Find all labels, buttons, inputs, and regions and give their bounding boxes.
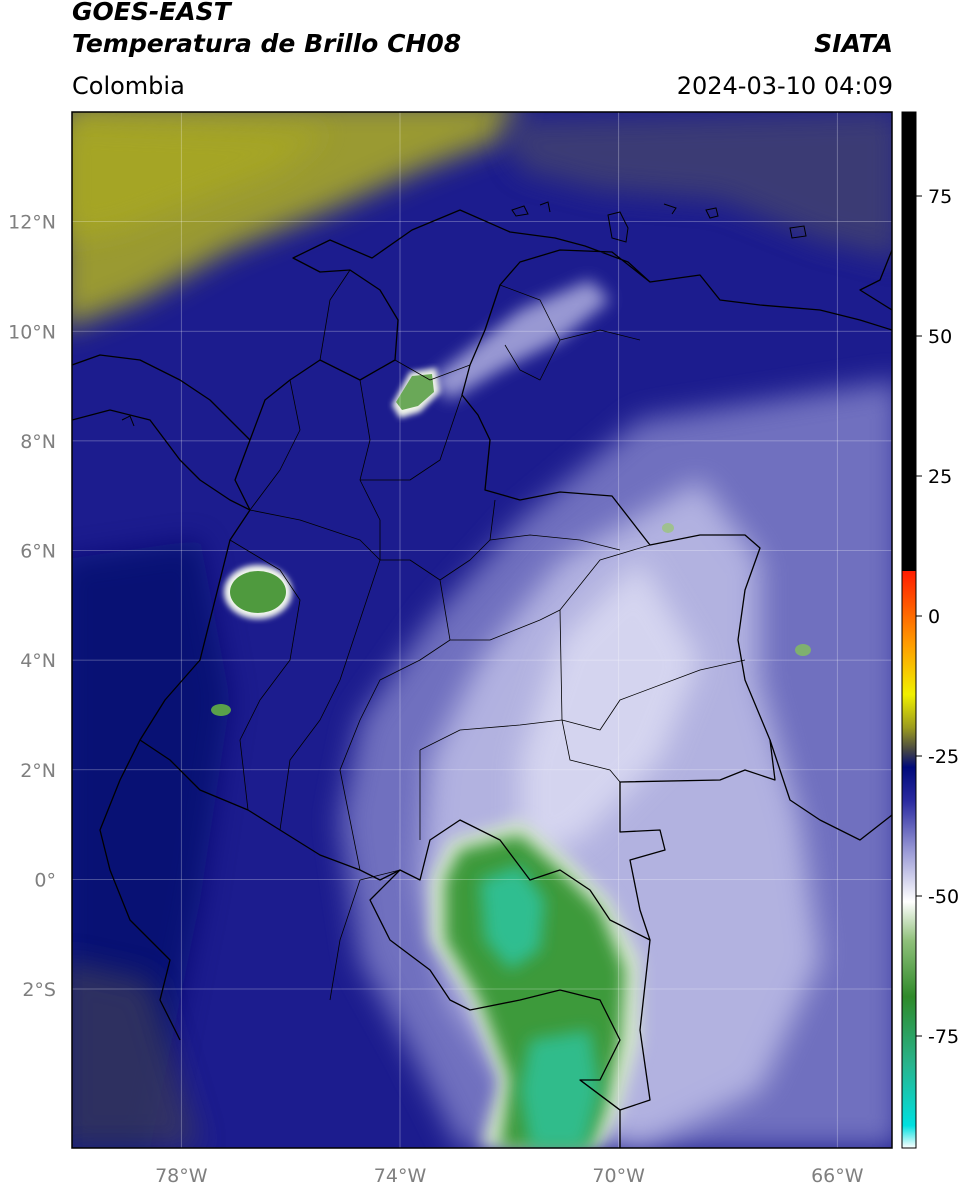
colorbar-tick-label: -25 [928,746,959,768]
political-boundaries [72,209,892,1148]
department-line-5 [439,499,496,581]
brazil-venezuela-border [769,739,892,841]
colorbar-ticks: 75 50 25 0 -25 -50 -75 [916,186,959,1048]
colorbar-tick-label: 50 [928,326,952,348]
panama-land [72,409,251,511]
central-america-coast [72,354,251,441]
axis-ticks: 78°W 74°W 70°W 66°W 12°N 10°N 8°N 6°N 4°N 2°N 0° 2°… [8,212,864,1187]
department-line-11 [561,719,621,783]
organization-label: SIATA [814,29,893,58]
department-line-4 [279,559,381,831]
department-line-9 [419,719,563,751]
lon-tick-label: 74°W [374,1165,427,1187]
amazon-cyan-core [480,865,545,970]
graticule [72,112,892,1148]
lon-tick-label: 66°W [811,1165,864,1187]
region-label: Colombia [72,72,185,100]
island-margarita [789,225,807,239]
colorbar-tick-label: -50 [928,886,959,908]
colorbar-tick-label: -75 [928,1026,959,1048]
colorbar-frame [901,111,917,1149]
department-line-12 [229,539,301,811]
department-line-8 [339,639,451,871]
island-aruba [607,211,629,243]
lat-tick-label: 4°N [20,650,56,672]
colombia-border [139,209,776,941]
lat-tick-label: 12°N [8,212,56,234]
peru-department-line [329,869,401,1001]
lat-tick-label: 6°N [20,541,56,563]
eastern-small-cell-2 [662,523,674,533]
island-small-2 [539,201,551,213]
product-title: Temperatura de Brillo CH08 [72,29,462,58]
department-line-14 [394,359,471,381]
lat-tick-label: 2°S [22,979,56,1001]
pacific-cell [230,571,286,613]
map-frame [71,111,893,1149]
department-line-3 [249,509,441,581]
lat-tick-label: 0° [34,869,56,891]
venezuela-coast [649,274,892,331]
island-small-1 [511,205,529,217]
venezuela-state-line-1 [499,284,561,381]
timestamp-label: 2024-03-10 04:09 [676,72,893,100]
eastern-small-cell [795,644,811,656]
ecuador-border [99,739,181,1041]
department-line-7 [559,609,746,731]
island-small-3 [121,415,135,427]
internal-boundaries [229,269,746,1001]
department-line-16 [489,534,621,551]
eastern-cloud-white [520,560,700,860]
lon-tick-label: 70°W [592,1165,645,1187]
colorbar-tick-label: 25 [928,466,952,488]
venezuela-state-line-2 [559,329,641,341]
venezuela-east-coast [859,249,892,311]
satellite-title: GOES-EAST [72,0,231,26]
ecuador-peru-border [369,869,651,1111]
caribbean-cell [396,374,434,410]
lat-tick-label: 10°N [8,321,56,343]
lat-tick-label: 2°N [20,760,56,782]
island-bonaire [705,207,719,219]
sea-cold-cloud-band-core [72,120,330,238]
lon-tick-label: 78°W [155,1165,208,1187]
department-line-1 [319,269,351,361]
amazon-cyan-core-south [520,1030,600,1148]
department-line-13 [249,379,301,511]
caribbean-islands [121,201,807,427]
colorbar-tick-label: 0 [928,606,940,628]
map-plot-area [72,112,892,1148]
pacific-cell-small [211,704,231,716]
colorbar [902,112,916,1148]
caribbean-gray-band [500,112,892,258]
colorbar-tick-label: 75 [928,186,952,208]
southwest-gray-area [72,962,200,1148]
department-line-15 [360,394,463,481]
caribbean-cloud-streak [430,280,610,400]
island-curacao [663,203,677,215]
peru-brazil-border [579,1079,621,1148]
lat-tick-label: 8°N [20,431,56,453]
